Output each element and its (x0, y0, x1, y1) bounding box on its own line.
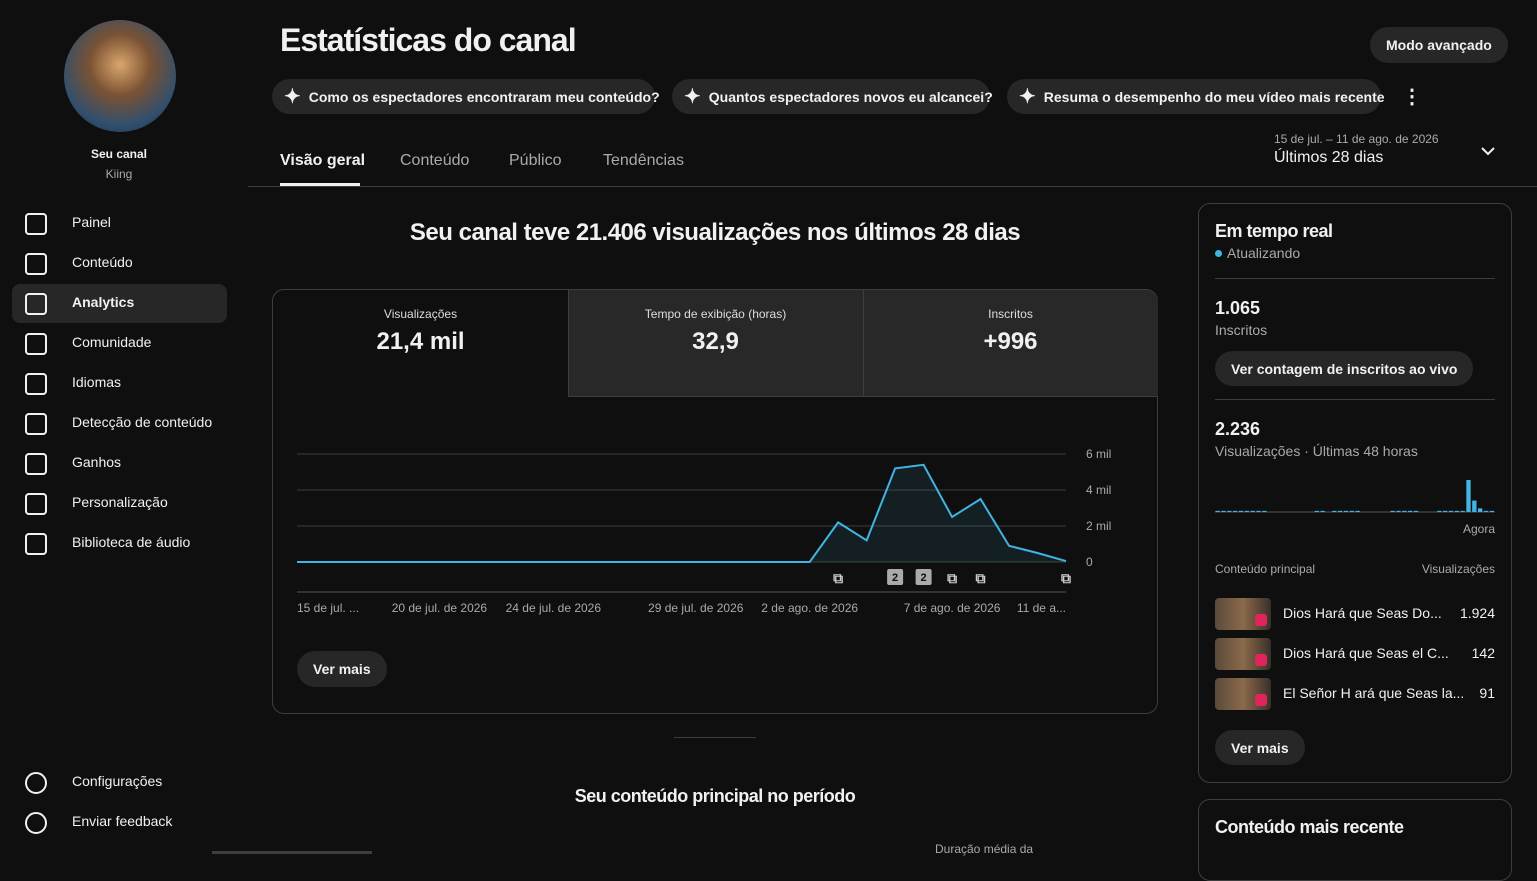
top-title[interactable]: Dios Hará que Seas Do... (1283, 605, 1442, 621)
nav-icon (25, 293, 47, 315)
nav-item[interactable]: Ganhos (72, 454, 122, 470)
nav-icon (25, 772, 47, 794)
top-title[interactable]: Dios Hará que Seas el C... (1283, 645, 1449, 661)
page: Seu canal Kiing Painel Conteúdo Analytics C… (12, 20, 1537, 881)
nav-item[interactable]: Personalização (72, 494, 168, 510)
nav-icon (25, 812, 47, 834)
page-title: Estatísticas do canal (280, 22, 577, 58)
prompt-chip[interactable]: ✦ Quantos espectadores novos eu alcancei? (672, 79, 993, 114)
scrollbar (212, 851, 372, 854)
tab[interactable]: Conteúdo (400, 152, 470, 169)
sparkle-icon: ✦ (1019, 86, 1036, 108)
headline: Seu canal teve 21.406 visualizações nos … (409, 219, 1021, 246)
date-chevron[interactable] (1480, 145, 1496, 157)
nav-icon (25, 413, 47, 435)
shorts-badge (1255, 614, 1267, 626)
top-content-title: Seu conteúdo principal no período (574, 786, 856, 806)
nav-item[interactable]: Enviar feedback (72, 813, 173, 829)
metric-value: 32,9 (692, 328, 739, 355)
more-menu[interactable]: ⋮ (1402, 86, 1422, 108)
top-title[interactable]: El Señor H ará que Seas la... (1283, 685, 1465, 701)
metric-tab[interactable] (863, 290, 1158, 397)
channel-title: Seu canal (90, 147, 148, 161)
tab-underline (280, 183, 360, 186)
nav-icon (25, 373, 47, 395)
nav-active (12, 284, 227, 323)
nav-icon (25, 493, 47, 515)
top-views: 1.924 (1459, 605, 1495, 621)
sparkle-icon: ✦ (684, 86, 701, 108)
live-dot (1215, 250, 1222, 257)
realtime-more-button[interactable]: Ver mais (1215, 730, 1305, 765)
live-count-button[interactable]: Ver contagem de inscritos ao vivo (1215, 351, 1474, 386)
prompt-chip[interactable]: ✦ Resuma o desempenho do meu vídeo mais r… (1007, 79, 1385, 114)
divider (674, 737, 756, 738)
nav-icon (25, 453, 47, 475)
nav-icon (25, 333, 47, 355)
tab[interactable]: Tendências (603, 152, 684, 169)
prompt-text: Quantos espectadores novos eu alcancei? (708, 88, 993, 105)
chart-card (272, 289, 1158, 714)
metric-value: 21,4 mil (376, 328, 465, 355)
divider (1215, 278, 1495, 279)
divider (1215, 399, 1495, 400)
prompt-chip[interactable]: ✦ Como os espectadores encontraram meu co… (272, 79, 660, 114)
realtime-card (1198, 203, 1512, 783)
realtime-title: Em tempo real (1215, 221, 1333, 241)
tab[interactable]: Visão geral (280, 152, 366, 169)
views-label: Visualizações · Últimas 48 horas (1215, 443, 1418, 459)
nav-icon (25, 213, 47, 235)
date-period[interactable]: Últimos 28 dias (1274, 149, 1384, 166)
tab[interactable]: Público (509, 152, 562, 169)
nav-item[interactable]: Configurações (72, 773, 163, 789)
column-header: Duração média da (935, 842, 1034, 856)
sparkle-icon: ✦ (284, 86, 301, 108)
subscriber-count: 1.065 (1215, 298, 1261, 318)
prompt-text: Resuma o desempenho do meu vídeo mais re… (1043, 88, 1385, 105)
latest-card (1198, 799, 1512, 881)
top-views: 142 (1471, 645, 1495, 661)
now-label: Agora (1462, 522, 1495, 536)
avatar[interactable] (64, 20, 176, 132)
nav-item[interactable]: Conteúdo (72, 254, 133, 270)
metric-label: Inscritos (988, 307, 1033, 321)
prompt-text: Como os espectadores encontraram meu con… (308, 88, 660, 105)
nav-item[interactable]: Analytics (72, 294, 135, 310)
realtime-status: Atualizando (1227, 245, 1301, 261)
nav-item[interactable]: Detecção de conteúdo (72, 414, 213, 430)
top-views-header: Visualizações (1421, 562, 1495, 576)
advanced-button[interactable]: Modo avançado (1370, 27, 1508, 63)
divider (248, 186, 1537, 187)
nav-item[interactable]: Comunidade (72, 334, 152, 350)
top-header: Conteúdo principal (1215, 562, 1316, 576)
nav-icon (25, 253, 47, 275)
metric-value: +996 (983, 328, 1038, 355)
metric-tab[interactable] (568, 290, 863, 397)
chart-more-button[interactable]: Ver mais (297, 651, 387, 687)
metric-label: Tempo de exibição (horas) (644, 307, 787, 321)
nav-icon (25, 533, 47, 555)
latest-title: Conteúdo mais recente (1215, 817, 1404, 837)
date-range: 15 de jul. – 11 de ago. de 2026 (1274, 132, 1439, 146)
nav-item[interactable]: Biblioteca de áudio (72, 534, 191, 550)
top-views: 91 (1479, 685, 1495, 701)
subscriber-label: Inscritos (1215, 322, 1268, 338)
views-count: 2.236 (1215, 419, 1261, 439)
channel-name: Kiing (105, 167, 133, 181)
shorts-badge (1255, 654, 1267, 666)
shorts-badge (1255, 694, 1267, 706)
nav-item[interactable]: Idiomas (72, 374, 122, 390)
nav-item[interactable]: Painel (72, 214, 111, 230)
metric-label: Visualizações (383, 307, 458, 321)
